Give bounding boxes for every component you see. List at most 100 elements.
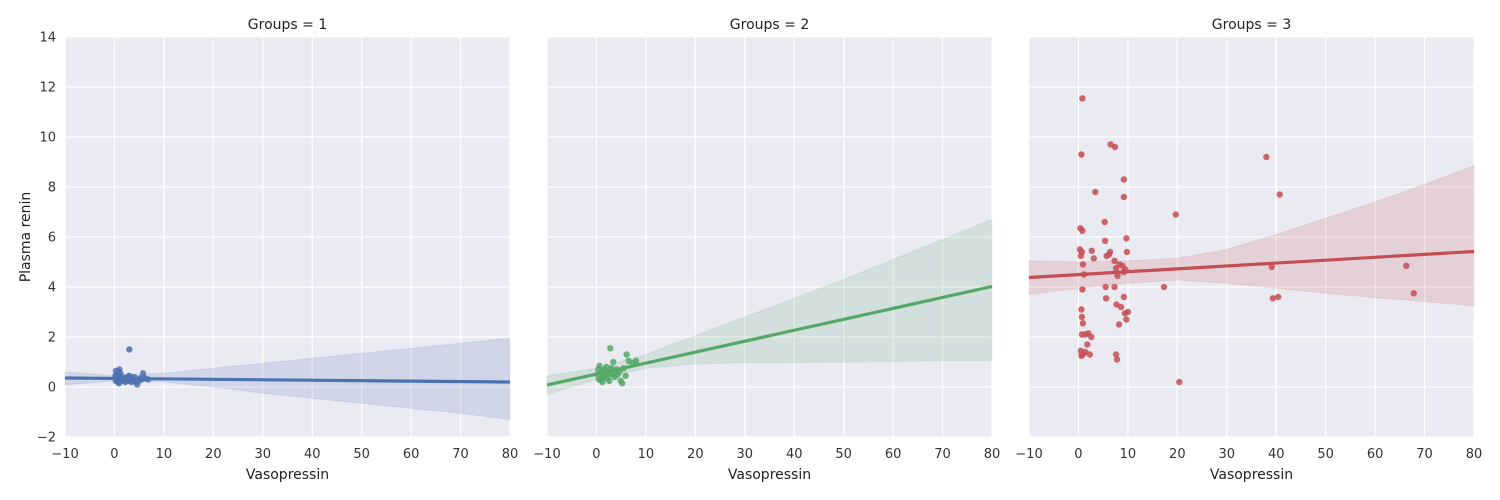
x-tick-label: 60 bbox=[403, 447, 420, 462]
data-point bbox=[1275, 293, 1282, 301]
data-point bbox=[1088, 333, 1095, 341]
x-tick-label: −10 bbox=[1015, 447, 1042, 462]
regression-line bbox=[64, 376, 511, 384]
x-axis-label: Vasopressin bbox=[728, 467, 811, 483]
data-point bbox=[126, 346, 133, 353]
data-point bbox=[1124, 308, 1132, 316]
panel-3: Groups = 3 −10 0 10 20 30 40 50 60 70 80 Vasopressi… bbox=[1015, 17, 1482, 483]
data-point bbox=[1101, 237, 1109, 244]
x-tick-label: 50 bbox=[835, 447, 852, 462]
data-point bbox=[1086, 351, 1094, 358]
confidence-band bbox=[546, 218, 993, 396]
panel-2: Groups = 2 −10 0 10 20 30 40 50 60 70 80 Vasopressi… bbox=[533, 17, 1000, 483]
data-point bbox=[1111, 257, 1118, 264]
y-tick-label: −2 bbox=[37, 431, 56, 446]
x-tick-label: 20 bbox=[205, 447, 222, 462]
data-point bbox=[1114, 272, 1121, 279]
data-point bbox=[1079, 261, 1087, 268]
data-point bbox=[1078, 151, 1085, 158]
x-tick-label: 10 bbox=[638, 447, 655, 462]
x-tick-label: 60 bbox=[1367, 447, 1384, 462]
y-tick-label: 8 bbox=[48, 181, 56, 196]
x-tick-label: −10 bbox=[51, 447, 78, 462]
data-point bbox=[623, 351, 630, 358]
data-point bbox=[1106, 248, 1114, 256]
x-tick-label: 30 bbox=[1219, 447, 1236, 462]
x-tick-label: 70 bbox=[1416, 447, 1433, 462]
data-point bbox=[1079, 320, 1087, 327]
x-tick-label: 40 bbox=[304, 447, 321, 462]
x-tick-label: 0 bbox=[110, 447, 118, 462]
data-point bbox=[1115, 321, 1123, 328]
data-point bbox=[1120, 176, 1128, 183]
y-tick-label: 12 bbox=[39, 81, 56, 96]
x-tick-label: 20 bbox=[687, 447, 704, 462]
data-point bbox=[1276, 191, 1283, 198]
data-point bbox=[1117, 303, 1125, 311]
y-tick-label: 0 bbox=[48, 381, 56, 396]
data-point bbox=[1079, 95, 1086, 102]
data-point bbox=[1077, 252, 1085, 259]
x-tick-label: 40 bbox=[1268, 447, 1285, 462]
data-point bbox=[1263, 153, 1270, 161]
data-point bbox=[1123, 235, 1130, 242]
y-axis-label: Plasma renin bbox=[18, 192, 34, 283]
x-axis-label: Vasopressin bbox=[1210, 467, 1293, 483]
x-tick-label: 10 bbox=[156, 447, 173, 462]
data-point bbox=[1403, 262, 1410, 269]
panel-title: Groups = 1 bbox=[248, 17, 327, 33]
x-tick-label: 0 bbox=[1074, 447, 1082, 462]
data-point bbox=[610, 358, 617, 366]
data-point bbox=[1102, 283, 1109, 291]
data-point bbox=[596, 362, 603, 369]
x-tick-label: 20 bbox=[1169, 447, 1186, 462]
data-point bbox=[607, 345, 614, 352]
x-tick-label: 80 bbox=[984, 447, 1001, 462]
data-point bbox=[1269, 295, 1277, 302]
data-point bbox=[1112, 351, 1120, 358]
x-tick-label: 70 bbox=[934, 447, 951, 462]
data-point bbox=[1079, 286, 1086, 293]
x-tick-label: −10 bbox=[533, 447, 560, 462]
x-tick-label: 30 bbox=[255, 447, 272, 462]
x-tick-label: 60 bbox=[885, 447, 902, 462]
y-tick-label: 14 bbox=[39, 31, 56, 46]
x-tick-label: 0 bbox=[592, 447, 600, 462]
x-tick-label: 80 bbox=[502, 447, 519, 462]
data-point bbox=[619, 380, 626, 387]
data-point bbox=[1088, 247, 1096, 254]
data-point bbox=[1176, 378, 1183, 386]
data-point bbox=[1090, 255, 1098, 262]
x-tick-label: 50 bbox=[1317, 447, 1334, 462]
data-point bbox=[1120, 193, 1128, 201]
x-tick-label: 10 bbox=[1120, 447, 1137, 462]
panel-1: Groups = 1−10 0 10 20 30 40 50 60 70 80Vasopressi… bbox=[37, 17, 518, 483]
data-point bbox=[1078, 306, 1085, 313]
data-point bbox=[1268, 263, 1276, 271]
x-tick-label: 40 bbox=[786, 447, 803, 462]
data-point bbox=[1111, 283, 1118, 291]
data-point bbox=[1102, 295, 1110, 302]
data-point bbox=[632, 357, 640, 364]
data-point bbox=[1079, 227, 1086, 234]
data-point bbox=[1123, 316, 1130, 323]
data-point bbox=[122, 378, 129, 386]
data-point bbox=[1113, 356, 1121, 363]
data-point bbox=[139, 370, 147, 377]
x-tick-label: 50 bbox=[353, 447, 370, 462]
regression-line bbox=[546, 284, 993, 387]
x-tick-label: 70 bbox=[452, 447, 469, 462]
data-point bbox=[1101, 218, 1108, 226]
y-tick-label: 6 bbox=[48, 231, 56, 246]
data-point bbox=[1120, 293, 1128, 301]
data-point bbox=[1123, 248, 1131, 256]
data-point bbox=[1410, 290, 1417, 297]
y-tick-label: 4 bbox=[48, 281, 56, 296]
x-axis-label: Vasopressin bbox=[246, 467, 329, 483]
x-tick-label: 80 bbox=[1466, 447, 1483, 462]
regression-line bbox=[1028, 249, 1475, 280]
data-point bbox=[622, 372, 629, 379]
data-point bbox=[1084, 341, 1091, 348]
data-point bbox=[1160, 283, 1168, 291]
